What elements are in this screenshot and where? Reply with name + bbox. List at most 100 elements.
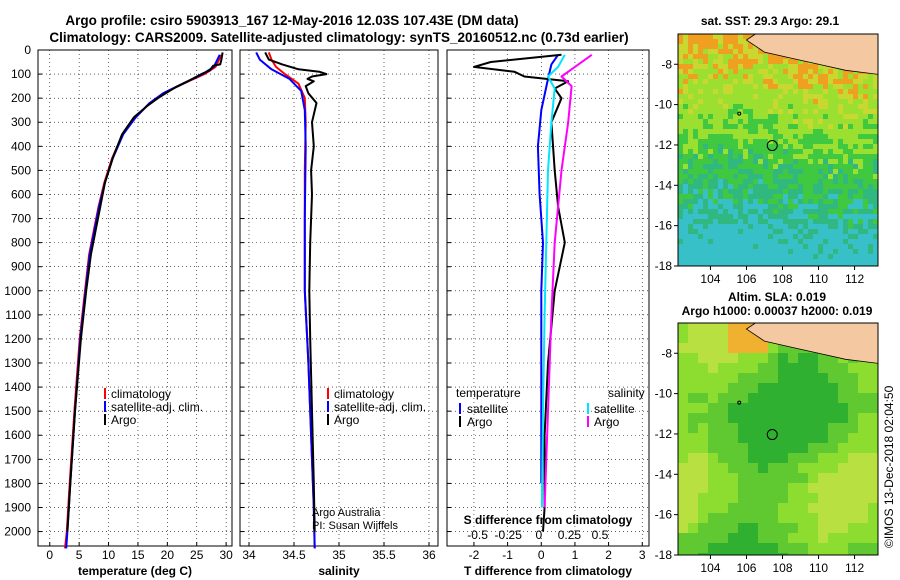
- depth-tick-label: 1200: [4, 332, 31, 346]
- float-position-marker: [766, 140, 778, 152]
- x-tick-label: -2: [469, 548, 480, 562]
- map-title: Altim. SLA: 0.019: [728, 290, 826, 304]
- s-axis-label: S difference from climatology: [464, 513, 633, 527]
- s-tick-label: -0.5: [467, 528, 488, 542]
- map-x-tick-label: 106: [736, 561, 756, 575]
- x-tick-label: 3: [639, 548, 646, 562]
- x-tick-label: 0: [46, 548, 53, 562]
- credit-note: PI: Susan Wijffels: [312, 520, 398, 532]
- legend-label: satellite: [594, 402, 635, 416]
- map-x-tick-label: 104: [700, 272, 720, 286]
- legend-label: Argo: [111, 413, 137, 427]
- heatmap-cells: [678, 323, 878, 555]
- x-tick-label: -1: [502, 548, 513, 562]
- depth-tick-label: 1700: [4, 452, 31, 466]
- series-line: [540, 54, 566, 508]
- map-y-tick-label: -14: [655, 467, 673, 481]
- map-y-tick-label: -16: [655, 219, 673, 233]
- map-x-tick-label: 108: [772, 561, 792, 575]
- map-y-tick-label: -8: [661, 57, 672, 71]
- depth-tick-label: 800: [11, 236, 31, 250]
- x-axis-label: temperature (deg C): [78, 564, 192, 578]
- series-line: [255, 51, 316, 549]
- depth-tick-label: 100: [11, 67, 31, 81]
- map-y-tick-label: -8: [661, 346, 672, 360]
- legend-title-temperature: temperature: [456, 386, 521, 400]
- map-subtitle: Argo h1000: 0.00037 h2000: 0.019: [682, 304, 873, 318]
- salinity-panel: 34 34.5 35 35.5 36 salinity climatologysatelli…: [239, 49, 439, 578]
- depth-tick-label: 2000: [4, 525, 31, 539]
- map-x-tick-label: 104: [700, 561, 720, 575]
- depth-tick-label: 1300: [4, 356, 31, 370]
- map-x-tick-label: 110: [809, 272, 828, 286]
- island-marker: [737, 111, 742, 116]
- map-x-tick-label: 112: [845, 561, 864, 575]
- series-line: [543, 53, 593, 508]
- x-tick-label: 35.5: [372, 548, 396, 562]
- legend-label: climatology: [334, 387, 394, 401]
- difference-panel: -2 -1 0 1 2 3 T difference from climatology tem…: [446, 49, 650, 578]
- x-tick-label: 34: [242, 548, 256, 562]
- map-frame: [677, 33, 879, 267]
- sst-map: 104 106 108 110 112 -8 -10 -12 -14 -16 -18 sat. SST…: [655, 14, 879, 286]
- x-tick-label: 1: [572, 548, 579, 562]
- x-tick-label: 0: [538, 548, 545, 562]
- s-tick-label: 0.25: [558, 528, 582, 542]
- depth-tick-label: 1500: [4, 404, 31, 418]
- depth-tick-label: 1100: [5, 308, 31, 322]
- depth-tick-label: 1000: [4, 284, 31, 298]
- series-line: [264, 51, 328, 532]
- x-tick-label: 10: [102, 548, 116, 562]
- x-tick-label: 25: [190, 548, 204, 562]
- depth-tick-label: 600: [11, 187, 31, 201]
- map-y-tick-label: -10: [655, 387, 673, 401]
- depth-tick-label: 1400: [4, 380, 31, 394]
- plot-frame: [446, 49, 650, 547]
- x-tick-label: 34.5: [282, 548, 306, 562]
- sla-map: 104 106 108 110 112 -8 -10 -12 -14 -16 -18 Altim. S…: [655, 290, 879, 575]
- depth-tick-label: 1900: [4, 500, 31, 514]
- legend-title-salinity: salinity: [608, 386, 645, 400]
- legend-label: climatology: [111, 387, 171, 401]
- depth-axis: 0 100 200 300 400 500 600 700 800 900 1000 1100 1200…: [4, 43, 31, 539]
- legend-label: Argo: [594, 415, 620, 429]
- x-tick-label: 30: [219, 548, 233, 562]
- depth-tick-label: 0: [24, 43, 31, 57]
- depth-tick-label: 400: [11, 139, 31, 153]
- s-tick-label: 0: [535, 528, 542, 542]
- depth-tick-label: 1600: [4, 428, 31, 442]
- x-tick-label: 2: [605, 548, 612, 562]
- temperature-panel: 0 5 10 15 20 25 30 temperature (deg C) climatolo…: [37, 49, 233, 578]
- x-tick-label: 20: [161, 548, 175, 562]
- depth-tick-label: 500: [11, 163, 31, 177]
- map-y-tick-label: -16: [655, 508, 673, 522]
- island-marker: [737, 400, 742, 405]
- map-x-tick-label: 112: [845, 272, 864, 286]
- float-position-marker: [766, 429, 778, 441]
- figure-subtitle: Climatology: CARS2009. Satellite-adjuste…: [49, 30, 628, 45]
- x-axis-label: T difference from climatology: [464, 564, 632, 578]
- map-title: sat. SST: 29.3 Argo: 29.1: [701, 14, 840, 28]
- map-y-tick-label: -18: [655, 548, 673, 562]
- map-x-tick-label: 106: [736, 272, 756, 286]
- x-tick-label: 5: [76, 548, 83, 562]
- x-tick-label: 15: [131, 548, 145, 562]
- map-x-tick-label: 108: [772, 272, 792, 286]
- depth-tick-label: 200: [11, 91, 31, 105]
- legend-label: satellite-adj. clim.: [111, 400, 203, 414]
- x-axis-label: salinity: [318, 564, 360, 578]
- credit-note: Argo Australia: [312, 507, 381, 519]
- map-y-tick-label: -10: [655, 98, 673, 112]
- plot-frame: [37, 49, 233, 547]
- s-tick-label: -0.25: [495, 528, 523, 542]
- series-line: [66, 52, 224, 532]
- map-y-tick-label: -14: [655, 178, 673, 192]
- credit-text: ©IMOS 13-Dec-2018 02:04:50: [882, 385, 896, 548]
- map-y-tick-label: -12: [655, 138, 673, 152]
- x-tick-label: 36: [422, 548, 436, 562]
- depth-tick-label: 1800: [4, 476, 31, 490]
- depth-tick-label: 900: [11, 260, 31, 274]
- x-tick-label: 35: [332, 548, 346, 562]
- legend-label: Argo: [467, 415, 493, 429]
